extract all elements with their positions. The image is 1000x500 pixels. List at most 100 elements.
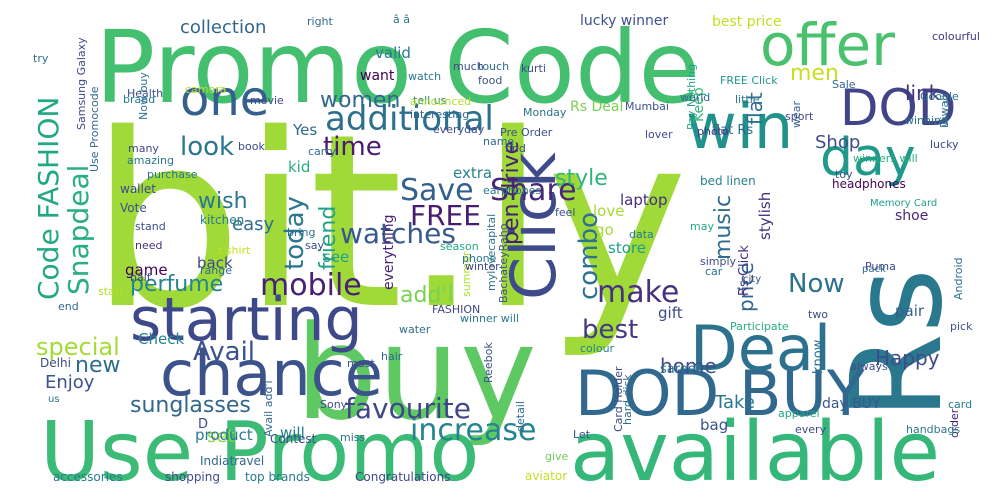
- cloud-word: pack: [862, 264, 886, 275]
- cloud-word: Google: [920, 90, 959, 103]
- cloud-word: carry: [308, 145, 337, 158]
- cloud-word: collection: [180, 17, 266, 38]
- cloud-word: toy: [835, 168, 853, 181]
- cloud-word: women: [320, 88, 400, 113]
- cloud-word: order: [948, 408, 961, 438]
- cloud-word: offer: [760, 11, 895, 79]
- cloud-word: link: [905, 81, 941, 105]
- cloud-word: end: [58, 300, 79, 313]
- cloud-word: game: [125, 261, 168, 279]
- cloud-word: Mumbai: [625, 100, 669, 113]
- cloud-word: increase: [410, 413, 536, 448]
- cloud-word: winners will: [853, 152, 918, 165]
- cloud-word: kurti: [521, 62, 546, 75]
- cloud-word: Participate: [730, 320, 789, 333]
- cloud-word: mylovecapital: [485, 214, 498, 291]
- cloud-word: Android: [952, 257, 965, 300]
- cloud-word: us: [48, 394, 60, 405]
- cloud-word: FREE Click: [720, 74, 778, 87]
- cloud-word: Sony: [320, 398, 348, 411]
- cloud-word: day BUY: [822, 396, 881, 412]
- cloud-word: car: [705, 265, 723, 278]
- cloud-word: will: [280, 424, 305, 442]
- cloud-word: stylish: [756, 192, 774, 240]
- cloud-word: world: [680, 91, 710, 104]
- cloud-word: handbags: [906, 423, 960, 436]
- cloud-word: Now: [788, 269, 845, 299]
- cloud-word: two: [808, 308, 828, 321]
- cloud-word: range: [200, 264, 232, 277]
- cloud-word: aviator: [525, 469, 567, 483]
- cloud-word: many: [128, 142, 159, 155]
- cloud-word: shopping: [165, 470, 220, 484]
- cloud-word: best: [582, 315, 638, 345]
- cloud-word: sport: [785, 110, 814, 123]
- cloud-word: simply: [700, 255, 737, 268]
- cloud-word: season: [440, 240, 479, 253]
- cloud-word: shoe: [895, 208, 928, 224]
- cloud-word: may: [690, 220, 714, 233]
- cloud-word: Diwali: [938, 95, 951, 128]
- cloud-word: DOD: [840, 79, 956, 137]
- cloud-word: interesting: [410, 108, 469, 121]
- cloud-word: chance: [160, 337, 383, 410]
- cloud-word: buy: [295, 297, 537, 449]
- cloud-word: top brands: [245, 470, 310, 484]
- cloud-word: Contest: [270, 432, 317, 446]
- cloud-word: card: [948, 398, 972, 411]
- cloud-word: Rs: [825, 268, 970, 420]
- cloud-word: wear: [790, 100, 803, 128]
- cloud-word: stand: [135, 220, 166, 233]
- cloud-word: detail: [514, 401, 527, 432]
- cloud-word: make: [597, 275, 679, 310]
- cloud-word: Take: [714, 392, 755, 413]
- cloud-word: back: [197, 254, 233, 272]
- cloud-word: purchase: [147, 168, 198, 181]
- cloud-word: bit.ly: [90, 82, 688, 362]
- cloud-word: Sale: [832, 78, 856, 91]
- cloud-word: give: [545, 450, 569, 463]
- cloud-word: every: [795, 423, 827, 436]
- cloud-word: store: [608, 239, 646, 257]
- cloud-word: movie: [250, 94, 284, 107]
- cloud-word: touch: [478, 60, 509, 73]
- cloud-word: Indiatravel: [200, 454, 264, 468]
- cloud-word: photo: [697, 125, 729, 138]
- cloud-word: pair: [895, 302, 925, 320]
- cloud-word: look: [180, 132, 234, 162]
- cloud-word: D: [198, 417, 208, 432]
- cloud-word: Share: [490, 173, 577, 208]
- cloud-word: Happy: [875, 346, 940, 370]
- cloud-word: Use Promo: [40, 405, 479, 500]
- cloud-word: headphones: [832, 177, 906, 191]
- cloud-word: Congratulations: [355, 470, 450, 484]
- cloud-word: right: [307, 15, 334, 28]
- cloud-word: available: [570, 405, 940, 500]
- cloud-word: lucky winner: [580, 13, 669, 29]
- cloud-word: need: [135, 239, 163, 252]
- cloud-word: Puma: [865, 260, 896, 273]
- cloud-word: name: [483, 135, 514, 148]
- cloud-word: winner will: [460, 312, 519, 325]
- cloud-word: say: [305, 239, 324, 252]
- cloud-word: best price: [712, 14, 782, 30]
- cloud-word: gift: [658, 304, 683, 322]
- cloud-word: one: [180, 71, 269, 127]
- cloud-word: Reebok: [482, 342, 495, 383]
- cloud-word: laptop: [620, 191, 667, 209]
- cloud-word: saree: [660, 362, 696, 377]
- cloud-word: hard disk: [621, 374, 634, 425]
- cloud-word: valid: [375, 44, 411, 62]
- cloud-word: Avail add'l: [262, 380, 275, 437]
- cloud-word: day: [820, 128, 916, 188]
- cloud-word: t shirt: [218, 244, 251, 257]
- cloud-word: product: [195, 426, 253, 444]
- cloud-word: wallet: [120, 182, 156, 196]
- cloud-word: men: [790, 61, 839, 86]
- cloud-word: bag: [700, 416, 728, 434]
- cloud-word: Pre Order: [500, 126, 553, 139]
- cloud-word: add'l: [400, 283, 454, 308]
- cloud-word: must: [347, 357, 375, 370]
- cloud-word: Use Promocode: [88, 86, 101, 172]
- cloud-word: time: [323, 132, 382, 162]
